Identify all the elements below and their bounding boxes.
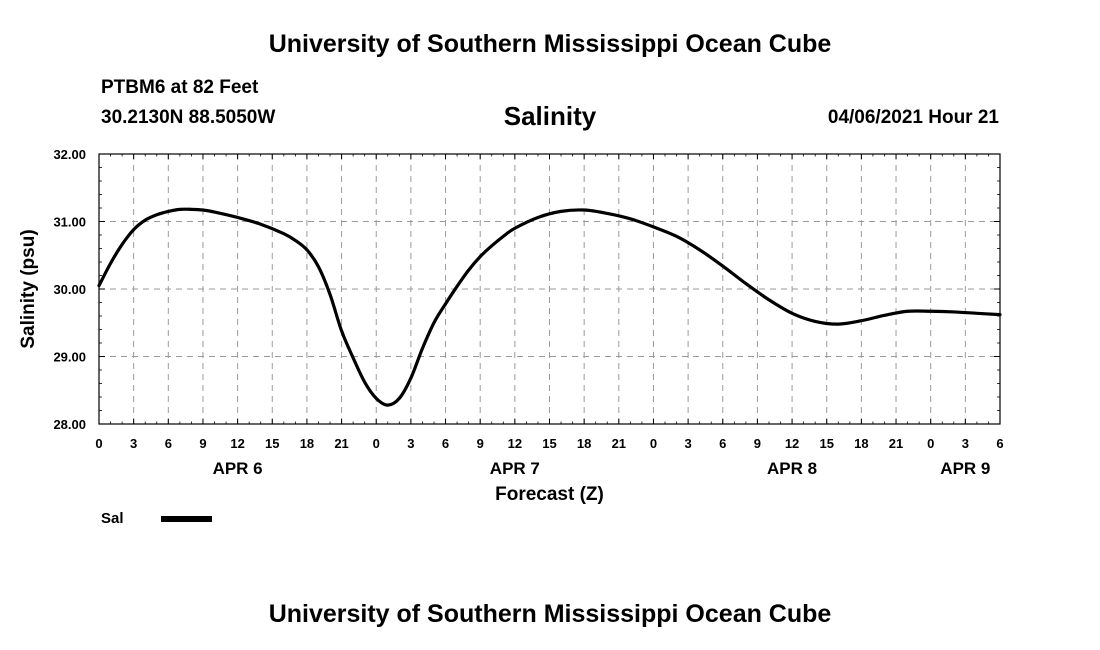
x-tick-label: 18 <box>577 436 591 451</box>
x-tick-label: 3 <box>684 436 691 451</box>
x-tick-label: 3 <box>962 436 969 451</box>
y-tick-label: 30.00 <box>53 282 86 297</box>
x-tick-label: 3 <box>130 436 137 451</box>
x-tick-label: 15 <box>265 436 279 451</box>
x-tick-label: 0 <box>650 436 657 451</box>
x-tick-label: 12 <box>785 436 799 451</box>
y-tick-label: 29.00 <box>53 350 86 365</box>
x-tick-label: 21 <box>889 436 903 451</box>
x-tick-label: 21 <box>334 436 348 451</box>
legend-label: Sal <box>101 510 124 527</box>
y-tick-label: 32.00 <box>53 147 86 162</box>
station-label: PTBM6 at 82 Feet <box>101 77 259 98</box>
x-tick-label: 15 <box>542 436 556 451</box>
x-tick-label: 6 <box>996 436 1003 451</box>
x-tick-label: 15 <box>819 436 833 451</box>
x-tick-label: 18 <box>300 436 314 451</box>
legend-swatch <box>161 516 212 522</box>
date-label: APR 9 <box>940 459 990 478</box>
x-tick-label: 12 <box>230 436 244 451</box>
x-tick-label: 3 <box>407 436 414 451</box>
y-axis-title: Salinity (psu) <box>18 229 39 348</box>
date-label: APR 7 <box>490 459 540 478</box>
grid-layer <box>99 154 1000 424</box>
x-tick-label: 9 <box>477 436 484 451</box>
plot-frame <box>98 153 1001 425</box>
x-tick-label: 6 <box>442 436 449 451</box>
series-layer <box>97 207 1002 407</box>
footer-title: University of Southern Mississippi Ocean… <box>268 600 832 628</box>
x-tick-label: 0 <box>373 436 380 451</box>
x-tick-label: 0 <box>927 436 934 451</box>
coordinates-label: 30.2130N 88.5050W <box>101 107 276 128</box>
chart-title: Salinity <box>503 101 597 131</box>
forecast-datetime: 04/06/2021 Hour 21 <box>827 107 999 128</box>
x-axis-title: Forecast (Z) <box>495 484 604 505</box>
x-tick-label: 6 <box>719 436 726 451</box>
date-label: APR 6 <box>213 459 263 478</box>
x-tick-label: 0 <box>95 436 102 451</box>
series-line-sal <box>97 207 1002 407</box>
y-tick-label: 31.00 <box>53 215 86 230</box>
x-tick-label: 21 <box>612 436 626 451</box>
x-tick-label: 12 <box>508 436 522 451</box>
x-tick-label: 9 <box>199 436 206 451</box>
y-tick-label: 28.00 <box>53 417 86 432</box>
x-tick-label: 9 <box>754 436 761 451</box>
x-tick-label: 6 <box>165 436 172 451</box>
x-tick-label: 18 <box>854 436 868 451</box>
date-label: APR 8 <box>767 459 817 478</box>
page-title: University of Southern Mississippi Ocean… <box>268 30 832 58</box>
